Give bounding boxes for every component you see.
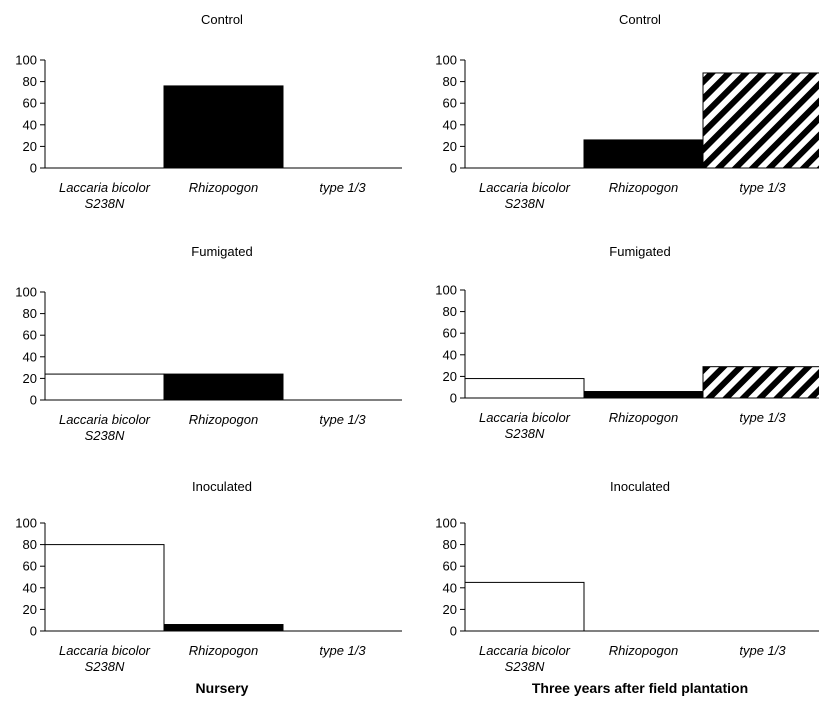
y-tick-label: 80 [23, 537, 37, 552]
y-tick-label: 60 [23, 559, 37, 574]
y-tick-label: 100 [15, 53, 37, 68]
y-tick-label: 20 [23, 139, 37, 154]
y-tick-label: 80 [443, 537, 457, 552]
y-tick-label: 40 [443, 580, 457, 595]
y-tick-label: 40 [443, 117, 457, 132]
bar-rhizopogon [163, 624, 284, 632]
y-tick-label: 20 [23, 602, 37, 617]
bar-rhizopogon [583, 139, 704, 169]
y-tick-label: 20 [443, 602, 457, 617]
panel-title: Inoculated [610, 479, 670, 494]
y-tick-label: 0 [450, 391, 457, 406]
y-tick-label: 0 [450, 624, 457, 639]
x-category-label: Laccaria bicolor S238N [59, 412, 151, 443]
y-tick-label: 40 [443, 347, 457, 362]
y-tick-label: 80 [23, 306, 37, 321]
y-tick-label: 60 [443, 96, 457, 111]
chart-panel: Control 0 20 40 60 80 100 Laccaria bicolor S238N… [15, 12, 402, 211]
chart-panel: Inoculated 0 20 40 60 80 100 Laccaria bicolor S2… [435, 479, 819, 674]
panel-title: Fumigated [609, 244, 670, 259]
y-tick-label: 20 [443, 369, 457, 384]
y-tick-label: 0 [450, 161, 457, 176]
panel-title: Control [201, 12, 243, 27]
bar-laccaria-bicolor-s238n [44, 544, 165, 632]
y-tick-label: 60 [443, 326, 457, 341]
x-category-label: Laccaria bicolor S238N [479, 643, 571, 674]
chart-panel: Fumigated 0 20 40 60 80 100 Laccaria bicolor S23… [15, 244, 402, 443]
x-category-label: Rhizopogon [609, 643, 678, 658]
y-tick-label: 100 [435, 283, 457, 298]
y-tick-label: 100 [15, 285, 37, 300]
x-category-label: Laccaria bicolor S238N [59, 643, 151, 674]
x-category-label: Laccaria bicolor S238N [479, 410, 571, 441]
y-tick-label: 60 [23, 96, 37, 111]
panel-title: Fumigated [191, 244, 252, 259]
y-tick-label: 80 [23, 74, 37, 89]
x-category-label: Rhizopogon [189, 643, 258, 658]
x-category-label: type 1/3 [319, 643, 366, 658]
chart-panel: Fumigated 0 20 40 60 80 100 Laccaria bicolor S23… [435, 244, 819, 441]
bar-rhizopogon [163, 373, 284, 401]
y-tick-label: 40 [23, 349, 37, 364]
x-category-label: type 1/3 [739, 410, 786, 425]
column-caption-field: Three years after field plantation [532, 680, 748, 696]
y-tick-label: 40 [23, 580, 37, 595]
x-category-label: Rhizopogon [189, 180, 258, 195]
bar-rhizopogon [163, 85, 284, 169]
y-tick-label: 0 [30, 161, 37, 176]
bar-laccaria-bicolor-s238n [464, 581, 585, 632]
panel-title: Inoculated [192, 479, 252, 494]
x-category-label: type 1/3 [739, 180, 786, 195]
panel-title: Control [619, 12, 661, 27]
column-caption-nursery: Nursery [196, 680, 249, 696]
chart-panel: Control 0 20 40 60 80 100 Laccaria bicolor S238N… [435, 12, 819, 211]
y-tick-label: 100 [15, 516, 37, 531]
chart-panel: Inoculated 0 20 40 60 80 100 Laccaria bicolor S2… [15, 479, 402, 674]
x-category-label: Laccaria bicolor S238N [479, 180, 571, 211]
x-category-label: type 1/3 [319, 180, 366, 195]
y-tick-label: 60 [443, 559, 457, 574]
bar-type-1-3 [702, 72, 819, 169]
bar-type-1-3 [702, 366, 819, 399]
x-category-label: Rhizopogon [189, 412, 258, 427]
bar-rhizopogon [583, 391, 704, 399]
x-category-label: Laccaria bicolor S238N [59, 180, 151, 211]
x-category-label: Rhizopogon [609, 180, 678, 195]
y-tick-label: 100 [435, 53, 457, 68]
y-tick-label: 40 [23, 117, 37, 132]
y-tick-label: 0 [30, 624, 37, 639]
x-category-label: type 1/3 [319, 412, 366, 427]
y-tick-label: 100 [435, 516, 457, 531]
bar-laccaria-bicolor-s238n [44, 373, 165, 401]
y-tick-label: 80 [443, 304, 457, 319]
y-tick-label: 60 [23, 328, 37, 343]
x-category-label: type 1/3 [739, 643, 786, 658]
y-tick-label: 80 [443, 74, 457, 89]
x-category-label: Rhizopogon [609, 410, 678, 425]
bar-laccaria-bicolor-s238n [464, 378, 585, 399]
y-tick-label: 20 [23, 371, 37, 386]
y-tick-label: 0 [30, 393, 37, 408]
y-tick-label: 20 [443, 139, 457, 154]
